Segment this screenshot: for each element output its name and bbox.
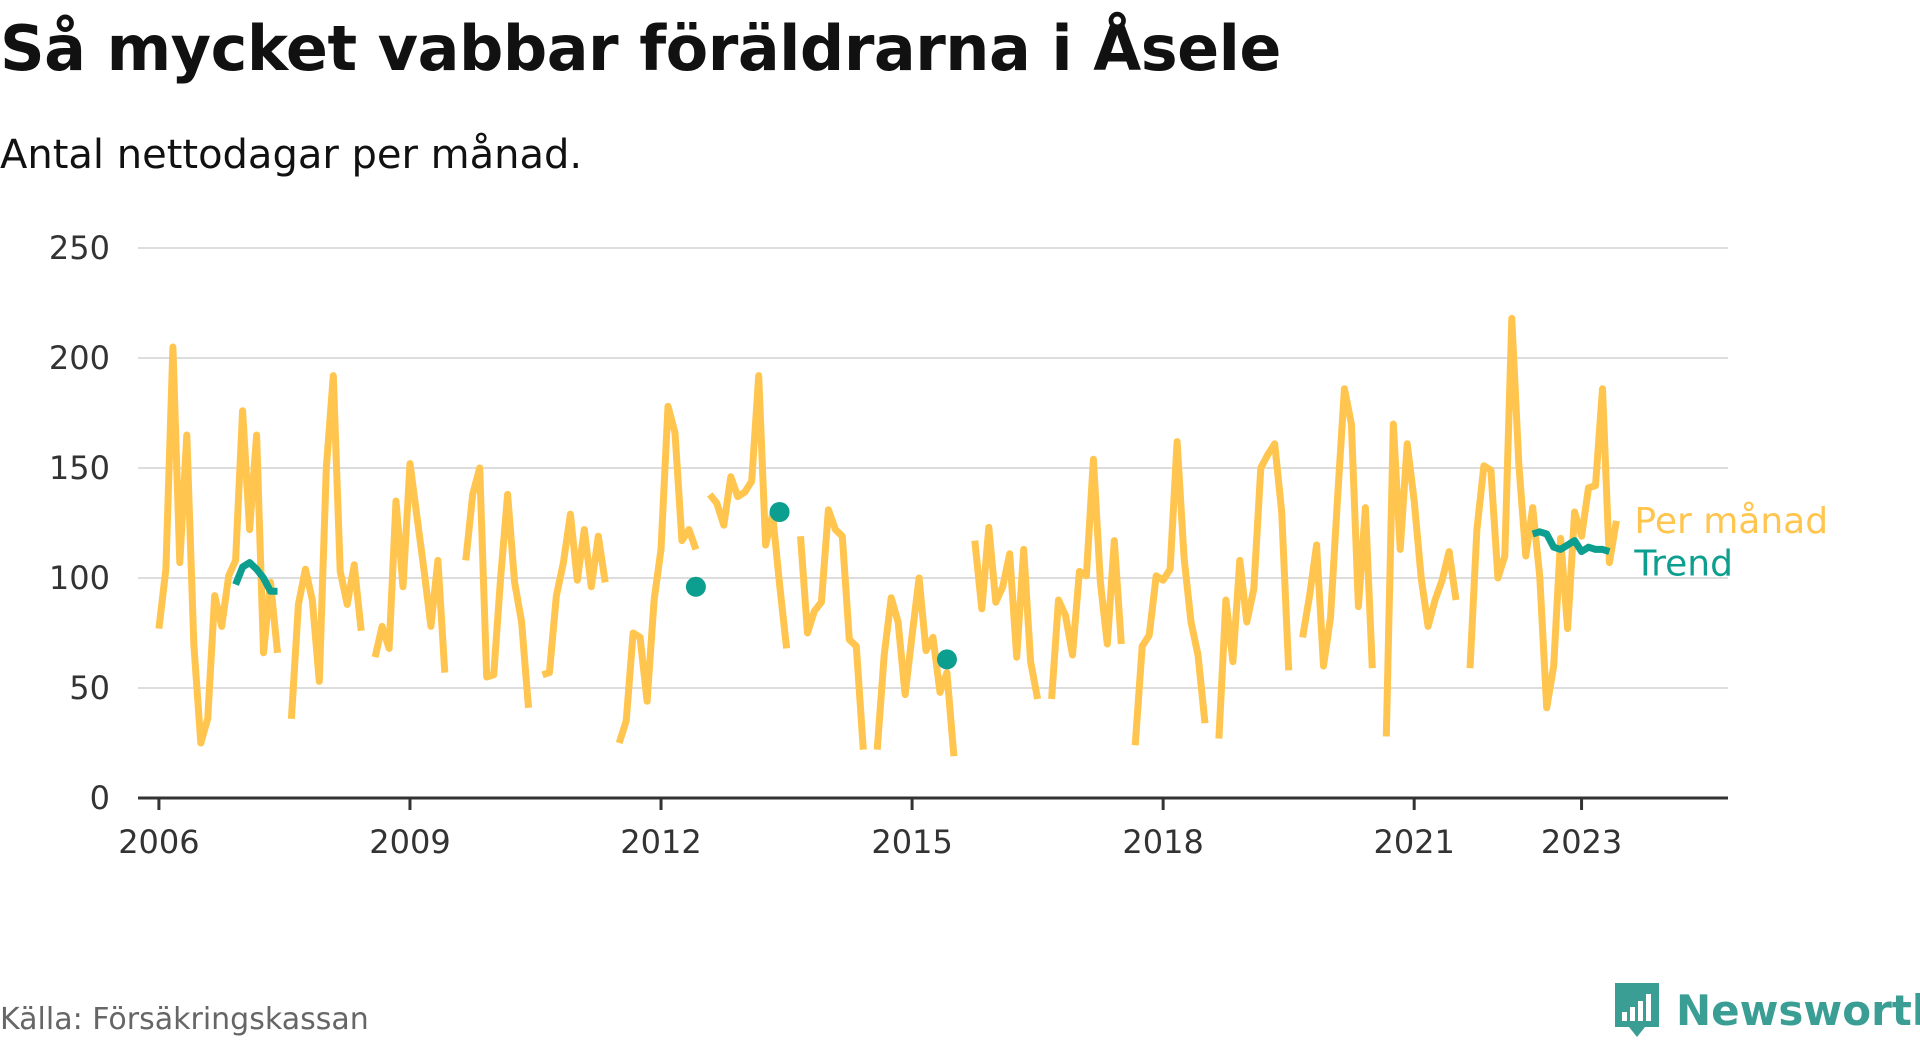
chart-subtitle: Antal nettodagar per månad.	[0, 132, 583, 178]
brand-name: Newsworthy	[1676, 985, 1920, 1035]
trend-point-1	[685, 576, 706, 597]
x-axis: 2006 2009 2012 2015 2018 2021 2023	[118, 796, 1728, 861]
per-manad-line-segment-3	[371, 460, 449, 673]
y-tick-label-100: 100	[49, 559, 110, 597]
per-manad-line-segment-13	[1215, 440, 1293, 739]
y-tick-label-250: 250	[49, 229, 110, 267]
trend-line-segment-2	[1531, 528, 1611, 556]
x-tick-label-2015: 2015	[871, 823, 952, 861]
newsworthy-logo-icon	[1615, 983, 1659, 1037]
series-trend	[232, 502, 1611, 670]
per-manad-line-segment-16	[1466, 314, 1620, 712]
trend-line-segment-1	[232, 559, 278, 595]
y-tick-label-150: 150	[49, 449, 110, 487]
y-tick-label-0: 0	[90, 779, 110, 817]
per-manad-line-segment-2	[287, 372, 365, 720]
per-manad-line-segment-7	[707, 372, 791, 649]
x-tick-label-2009: 2009	[369, 823, 450, 861]
per-manad-line-segment-1	[155, 343, 281, 747]
series-label-trend: Trend	[1633, 544, 1733, 585]
series-label-per-manad: Per månad	[1634, 501, 1828, 542]
source-note: Källa: Försäkringskassan	[0, 1002, 369, 1037]
trend-point-2	[769, 502, 790, 522]
x-tick-label-2012: 2012	[620, 823, 701, 861]
series-per-manad	[155, 314, 1620, 757]
per-manad-line-segment-6	[615, 402, 700, 745]
y-axis-ticks: 0 50 100 150 200 250	[49, 229, 110, 817]
x-tick-label-2018: 2018	[1122, 823, 1203, 861]
per-manad-line-segment-15	[1382, 420, 1460, 737]
y-tick-label-200: 200	[49, 339, 110, 377]
trend-point-3	[936, 649, 957, 670]
per-manad-line-segment-8	[797, 506, 867, 750]
line-chart: 0 50 100 150 200 250 2006 2009 2012 2015 2018 2021…	[49, 229, 1828, 861]
x-tick-label-2006: 2006	[118, 823, 199, 861]
per-manad-line-segment-9	[873, 574, 958, 757]
per-manad-line-segment-4	[462, 464, 532, 709]
series-labels: Trend Per månad	[1633, 501, 1828, 585]
y-tick-label-50: 50	[69, 669, 110, 707]
per-manad-line-segment-10	[971, 523, 1042, 700]
grid-lines	[138, 247, 1728, 689]
x-tick-label-2021: 2021	[1373, 823, 1454, 861]
per-manad-line-segment-11	[1048, 455, 1125, 700]
per-manad-line-segment-5	[541, 510, 609, 679]
chart-title: Så mycket vabbar föräldrarna i Åsele	[0, 12, 1281, 85]
x-tick-label-2023: 2023	[1541, 823, 1622, 861]
per-manad-line-segment-12	[1131, 438, 1209, 746]
per-manad-line-segment-14	[1299, 385, 1376, 670]
brand-logo[interactable]: Newsworthy	[1612, 980, 1920, 1040]
